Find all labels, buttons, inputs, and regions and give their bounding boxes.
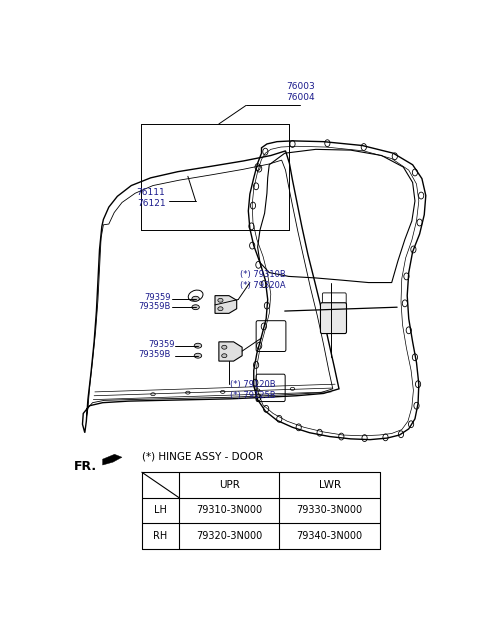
- Text: 76111
76121: 76111 76121: [137, 188, 166, 208]
- Text: RH: RH: [153, 531, 168, 541]
- Ellipse shape: [192, 297, 199, 301]
- Ellipse shape: [222, 345, 227, 349]
- Text: (*) 79120B
(*) 79125B: (*) 79120B (*) 79125B: [230, 380, 276, 401]
- Ellipse shape: [192, 305, 199, 310]
- Ellipse shape: [222, 354, 227, 358]
- Text: 79359B: 79359B: [138, 351, 171, 359]
- Ellipse shape: [194, 353, 202, 358]
- Text: 79310-3N000: 79310-3N000: [196, 505, 263, 516]
- Polygon shape: [219, 342, 242, 361]
- Text: 79359: 79359: [148, 340, 175, 349]
- Ellipse shape: [218, 307, 223, 311]
- Text: 79340-3N000: 79340-3N000: [297, 531, 363, 541]
- Text: (*) 79310B
(*) 79320A: (*) 79310B (*) 79320A: [240, 270, 286, 290]
- Polygon shape: [103, 454, 122, 465]
- Text: UPR: UPR: [219, 480, 240, 490]
- Ellipse shape: [218, 298, 223, 302]
- Text: LH: LH: [154, 505, 167, 516]
- Text: FR.: FR.: [74, 460, 97, 473]
- Text: LWR: LWR: [319, 480, 341, 490]
- Text: 79359B: 79359B: [138, 302, 171, 311]
- Ellipse shape: [194, 344, 202, 348]
- Text: (*) HINGE ASSY - DOOR: (*) HINGE ASSY - DOOR: [142, 451, 263, 462]
- Text: 79320-3N000: 79320-3N000: [196, 531, 263, 541]
- Polygon shape: [215, 296, 237, 313]
- Text: 79359: 79359: [144, 293, 171, 302]
- Text: 76003
76004: 76003 76004: [286, 81, 314, 102]
- Text: 79330-3N000: 79330-3N000: [297, 505, 363, 516]
- FancyBboxPatch shape: [321, 303, 347, 333]
